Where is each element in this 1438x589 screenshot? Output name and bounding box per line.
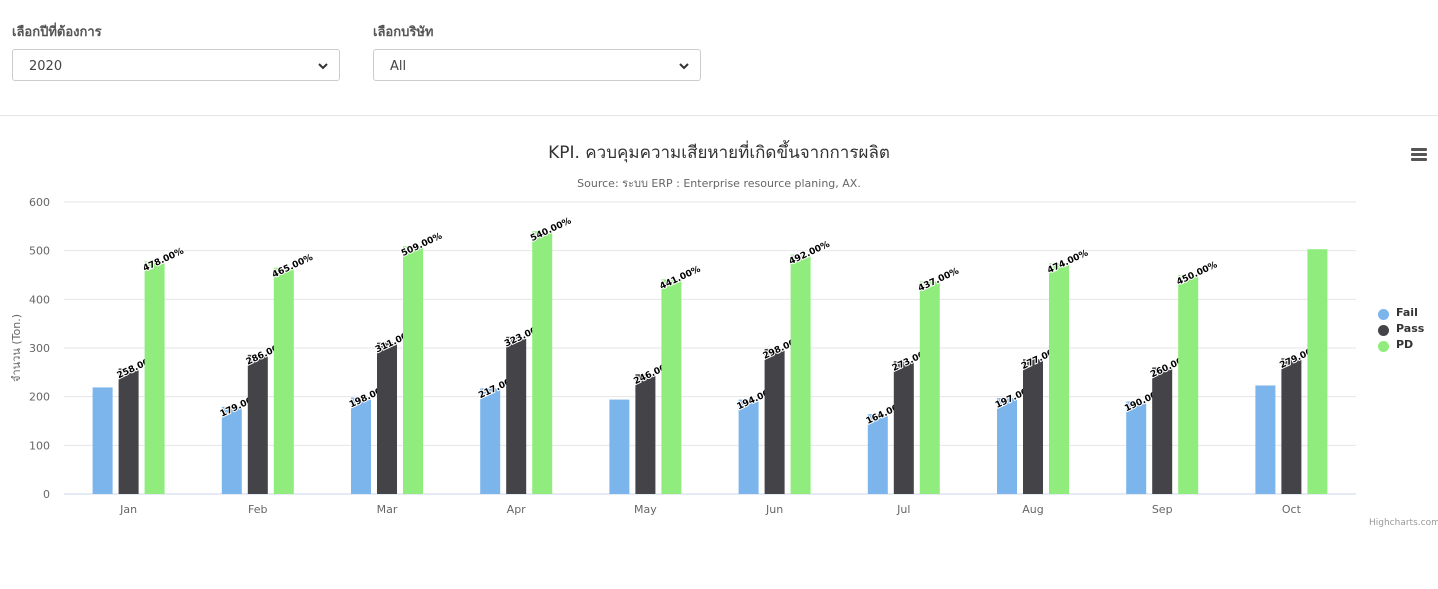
chart-title: KPI. ควบคุมความเสียหายที่เกิดขึ้นจากการผ… [548,143,890,163]
y-tick-label: 600 [29,196,50,209]
legend-marker-icon [1378,341,1389,352]
bar-pass [1023,359,1043,494]
x-tick-label: Oct [1282,503,1302,516]
bar-pass [118,368,139,494]
x-tick-label: Jul [896,503,910,516]
legend-label: PD [1396,338,1414,351]
x-tick-label: Aug [1022,503,1043,516]
bar-pd [661,279,682,494]
bar-fail [92,387,113,494]
chart-subtitle: Source: ระบบ ERP : Enterprise resource p… [577,177,861,190]
x-tick-label: Apr [507,503,527,516]
section-divider [0,115,1438,116]
x-tick-label: Jan [119,503,137,516]
bar-pass [247,354,268,494]
y-tick-label: 200 [29,391,50,404]
company-select[interactable]: All [373,49,701,81]
bar-pass [377,342,397,494]
x-tick-label: Sep [1152,503,1173,516]
bar-pd [790,254,811,494]
x-tick-label: May [634,503,657,516]
legend-marker-icon [1378,309,1389,320]
bar-pass [1152,367,1173,494]
bar-pd [144,261,165,494]
x-tick-label: Mar [377,503,398,516]
y-tick-label: 0 [43,488,50,501]
bar-fail [609,399,630,494]
bar-pd [1307,249,1328,494]
y-tick-label: 300 [29,342,50,355]
y-tick-label: 100 [29,439,50,452]
legend-label: Fail [1396,306,1418,319]
y-tick-label: 400 [29,293,50,306]
bar-fail [1255,385,1276,494]
year-select[interactable]: 2020 [12,49,340,81]
chevron-down-icon [679,63,689,70]
bar-fail [1126,401,1147,494]
year-filter-label: เลือกปีที่ต้องการ [12,25,102,40]
legend-marker-icon [1378,325,1389,336]
bar-pass [1281,358,1302,494]
x-tick-label: Jun [765,503,783,516]
x-tick-label: Feb [248,503,267,516]
bar-pd [1178,275,1199,494]
bar-pass [506,336,527,494]
bar-pd [919,281,940,494]
company-filter-label: เลือกบริษัท [373,25,434,40]
bar-fail [480,388,501,494]
bar-pd [1049,263,1069,494]
bar-fail [997,398,1017,494]
bar-pd [532,231,553,494]
bar-fail [221,406,242,494]
bar-fail [351,397,371,494]
chevron-down-icon [318,63,328,70]
y-axis-title: จำนวน (Ton.) [10,314,23,382]
bar-pd [403,246,423,494]
bar-fail [738,399,759,494]
bar-pass [893,361,914,494]
legend-label: Pass [1396,322,1425,335]
bar-pass [635,374,656,494]
credits-link[interactable]: Highcharts.com [1369,518,1438,528]
hamburger-menu-icon[interactable] [1409,146,1429,162]
year-select-value: 2020 [29,59,63,74]
company-select-value: All [390,59,407,74]
y-tick-label: 500 [29,245,50,258]
bar-pass [764,348,785,494]
bar-fail [867,414,888,494]
bar-pd [273,267,294,494]
